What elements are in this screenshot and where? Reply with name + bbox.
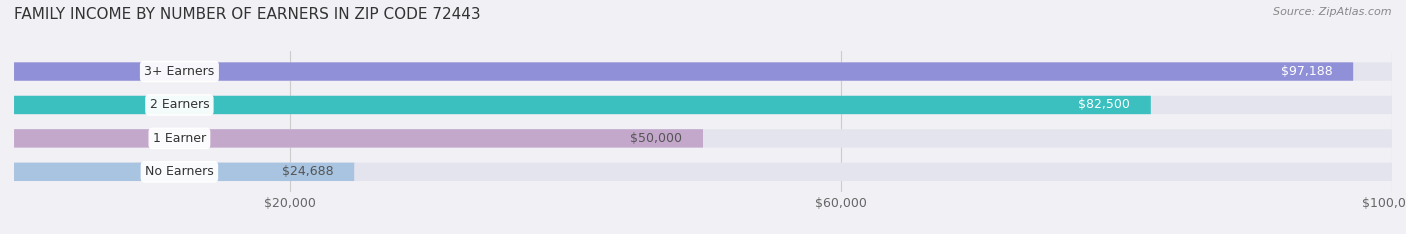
FancyBboxPatch shape [14,62,1392,81]
Text: $50,000: $50,000 [630,132,682,145]
Text: $24,688: $24,688 [283,165,333,178]
Text: Source: ZipAtlas.com: Source: ZipAtlas.com [1274,7,1392,17]
Text: FAMILY INCOME BY NUMBER OF EARNERS IN ZIP CODE 72443: FAMILY INCOME BY NUMBER OF EARNERS IN ZI… [14,7,481,22]
Text: No Earners: No Earners [145,165,214,178]
Text: $97,188: $97,188 [1281,65,1333,78]
Text: 1 Earner: 1 Earner [153,132,205,145]
FancyBboxPatch shape [14,129,1392,148]
Text: 3+ Earners: 3+ Earners [145,65,215,78]
Text: $82,500: $82,500 [1078,99,1130,111]
FancyBboxPatch shape [14,163,354,181]
FancyBboxPatch shape [14,96,1392,114]
Text: 2 Earners: 2 Earners [149,99,209,111]
FancyBboxPatch shape [14,96,1152,114]
FancyBboxPatch shape [14,62,1353,81]
FancyBboxPatch shape [14,129,703,148]
FancyBboxPatch shape [14,163,1392,181]
